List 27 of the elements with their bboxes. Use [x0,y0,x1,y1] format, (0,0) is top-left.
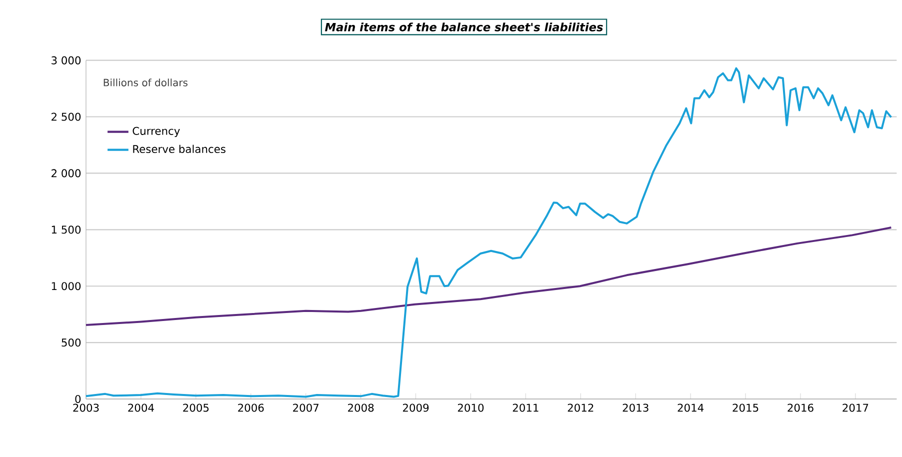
x-tick-label: 2008 [348,404,374,412]
x-tick-label: 2003 [73,404,99,412]
y-tick-label: 1 500 [52,226,81,234]
x-tick-label: 2011 [512,404,538,412]
y-axis-title: Billions of dollars [104,78,188,86]
y-tick-label: 0 [75,394,81,404]
legend-label: Reserve balances [133,144,226,154]
legend-label: Currency [132,126,180,138]
x-tick-label: 2013 [622,404,648,412]
y-tick-label: 2 000 [52,169,81,178]
y-tick-label: 2 500 [52,112,81,121]
chart-title: Main items of the balance sheet's liabilities [324,22,603,32]
y-tick-label: 3 000 [52,56,81,64]
x-tick-label: 2014 [678,404,704,412]
x-tick-label: 2005 [183,404,209,412]
x-tick-label: 2006 [238,404,264,412]
x-tick-label: 2012 [568,404,594,412]
x-tick-label: 2010 [458,404,484,412]
x-tick-label: 2007 [293,404,318,412]
x-tick-label: 2015 [732,404,758,412]
x-tick-label: 2009 [402,404,429,412]
x-tick-label: 2004 [128,404,154,412]
x-tick-label: 2017 [842,404,868,412]
y-tick-label: 1 000 [52,282,81,290]
y-tick-label: 500 [62,338,81,347]
x-tick-label: 2016 [788,404,814,412]
line-series [85,226,892,326]
